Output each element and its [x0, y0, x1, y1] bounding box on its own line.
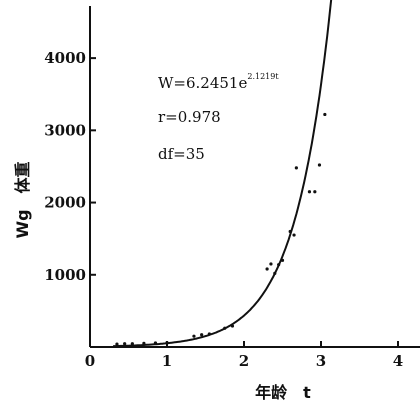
degrees-of-freedom-text: df=35 [158, 145, 205, 163]
data-point [269, 262, 273, 266]
data-point [200, 333, 204, 337]
y-tick-label: 3000 [44, 121, 86, 139]
fitted-curve [113, 0, 333, 348]
x-axis-title: 年龄 t [255, 383, 311, 402]
plot-area: 0 1 2 3 4 1000 2000 3000 4000 [44, 0, 420, 370]
x-tick-label: 3 [316, 352, 326, 370]
y-tick-label: 1000 [44, 266, 86, 284]
data-point [307, 190, 312, 194]
data-point [280, 258, 285, 262]
x-axis-ticks: 0 1 2 3 4 [85, 341, 403, 370]
data-point [288, 229, 292, 234]
svg-text:W=6.2451e2.1219t: W=6.2451e2.1219t [158, 72, 279, 92]
data-point [265, 267, 269, 271]
data-point [294, 166, 298, 170]
correlation-text: r=0.978 [158, 108, 221, 126]
data-point [313, 190, 317, 194]
x-tick-label: 0 [85, 352, 95, 370]
y-axis-ticks: 1000 2000 3000 4000 [44, 49, 96, 284]
data-point [273, 271, 277, 275]
data-point [292, 233, 296, 237]
data-point [277, 263, 281, 267]
data-point [323, 112, 327, 117]
data-points [115, 112, 327, 346]
x-tick-label: 1 [162, 352, 172, 370]
data-point [153, 341, 158, 345]
y-axis-title: Wg 体重 [13, 161, 32, 238]
equation-exponent: 2.1219t [247, 72, 279, 81]
x-tick-label: 4 [393, 352, 403, 370]
data-point [115, 342, 119, 346]
data-point [123, 342, 127, 346]
data-point [192, 334, 196, 338]
x-tick-label: 2 [239, 352, 249, 370]
data-point [142, 341, 146, 345]
data-point [223, 326, 227, 330]
data-point [317, 163, 322, 167]
data-point [165, 341, 169, 345]
equation-text: W=6.2451e [158, 74, 247, 92]
data-point [230, 324, 235, 328]
y-tick-label: 4000 [44, 49, 86, 67]
data-point [207, 332, 211, 336]
y-tick-label: 2000 [44, 194, 86, 212]
equation-annotation: W=6.2451e2.1219t r=0.978 df=35 [158, 72, 279, 163]
data-point [130, 342, 134, 346]
